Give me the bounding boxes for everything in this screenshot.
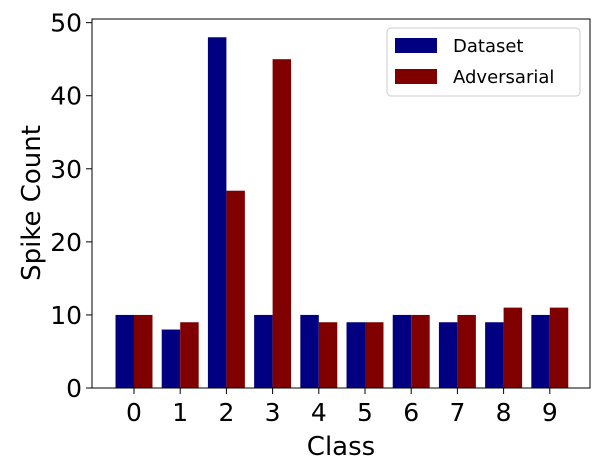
y-tick-label: 40	[50, 82, 82, 111]
y-tick-label: 10	[50, 301, 82, 330]
x-tick-label-6: 6	[403, 398, 419, 427]
legend: Dataset Adversarial	[386, 27, 581, 97]
y-tick-label: 50	[50, 9, 82, 38]
bar-dataset-class-8	[485, 322, 504, 388]
bar-adversarial-class-9	[549, 307, 569, 388]
bar-dataset-class-4	[300, 314, 319, 388]
plot-frame	[91, 18, 591, 389]
y-ticks: 0 10 20 30 40 50	[50, 9, 92, 403]
bar-dataset-class-7	[438, 322, 458, 388]
bar-adversarial-class-5	[365, 322, 384, 388]
bar-adversarial-class-2	[226, 190, 245, 388]
x-tick-label-0: 0	[126, 398, 142, 427]
bar-adversarial-class-3	[272, 59, 292, 388]
x-tick-label-2: 2	[218, 398, 234, 427]
bar-adversarial-class-1	[180, 322, 199, 388]
x-ticks: 0 1 2 3 4 5 6 7 8 9	[126, 388, 558, 427]
x-tick-label-7: 7	[449, 398, 465, 427]
bars-layer	[115, 37, 569, 389]
y-axis-title: Spike Count	[17, 125, 47, 281]
bar-dataset-class-6	[392, 314, 412, 388]
y-tick-label: 0	[66, 374, 82, 403]
y-tick-label: 30	[50, 155, 82, 184]
bar-dataset-class-2	[207, 37, 227, 389]
x-axis-title: Class	[307, 432, 375, 462]
x-tick-label-3: 3	[265, 398, 281, 427]
bar-adversarial-class-8	[503, 307, 523, 388]
bar-adversarial-class-7	[457, 314, 476, 388]
bar-adversarial-class-4	[318, 322, 338, 388]
bar-dataset-class-9	[531, 314, 550, 388]
legend-swatch-dataset	[395, 38, 437, 53]
bar-dataset-class-0	[115, 314, 134, 388]
bar-dataset-class-5	[346, 322, 365, 388]
legend-swatch-adversarial	[395, 69, 437, 84]
x-tick-label-1: 1	[172, 398, 188, 427]
x-tick-label-9: 9	[542, 398, 558, 427]
legend-label-dataset: Dataset	[453, 36, 524, 57]
x-tick-label-4: 4	[311, 398, 327, 427]
x-tick-label-8: 8	[496, 398, 512, 427]
bar-dataset-class-1	[161, 329, 181, 388]
bar-dataset-class-3	[254, 314, 273, 388]
bar-adversarial-class-6	[411, 314, 430, 388]
legend-label-adversarial: Adversarial	[453, 67, 554, 88]
y-tick-label: 20	[50, 228, 82, 257]
bar-adversarial-class-0	[134, 314, 153, 388]
x-tick-label-5: 5	[357, 398, 373, 427]
